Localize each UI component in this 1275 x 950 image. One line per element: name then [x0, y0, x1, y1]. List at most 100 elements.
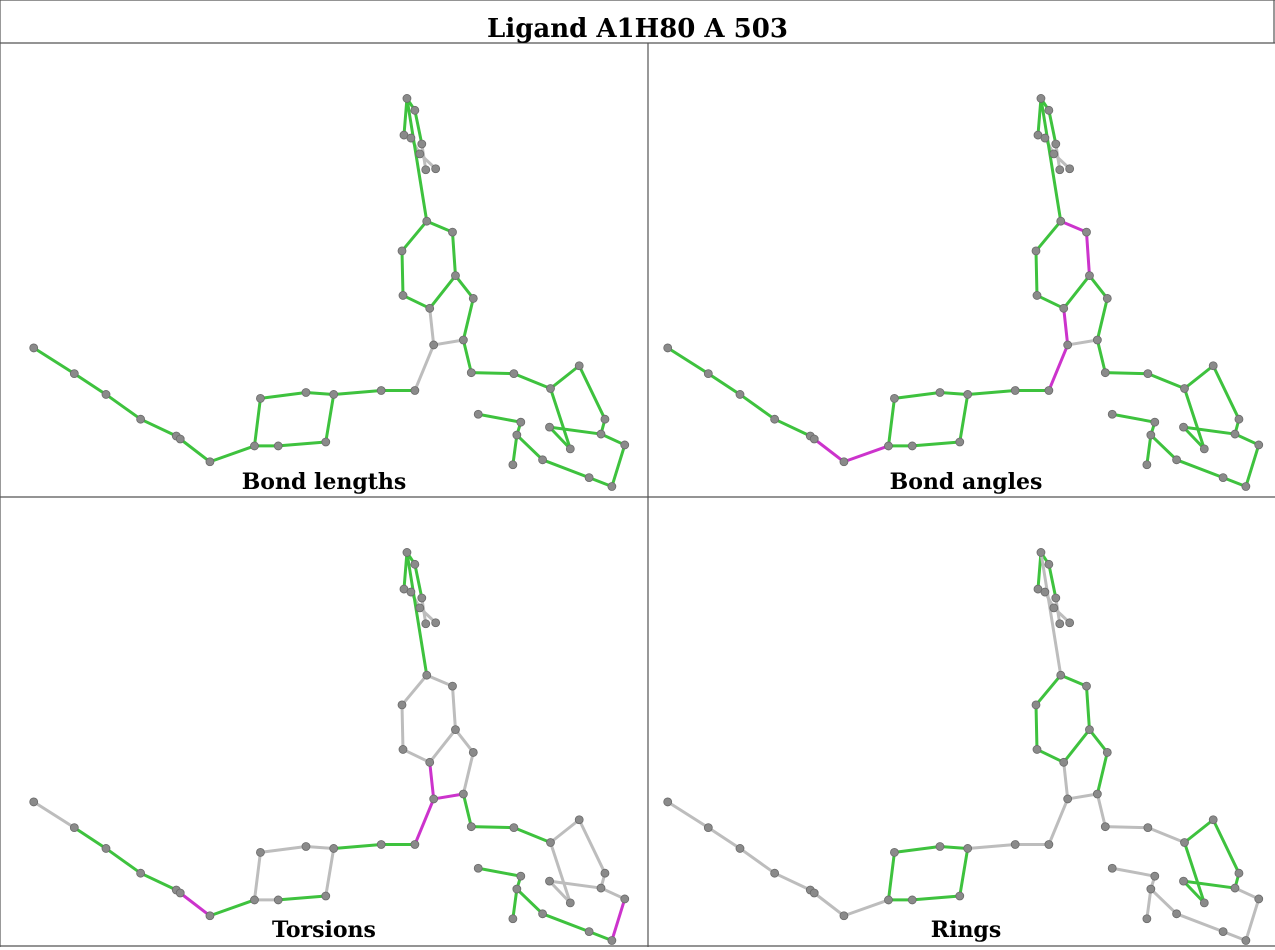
bond — [432, 792, 465, 801]
atom — [1036, 548, 1046, 557]
bond — [32, 346, 76, 376]
atom — [69, 369, 79, 379]
atom — [1199, 898, 1209, 908]
atom — [1100, 368, 1110, 378]
bond — [541, 458, 591, 480]
bond — [324, 846, 336, 898]
bond — [1110, 412, 1157, 424]
atom — [1082, 681, 1091, 691]
atom — [301, 388, 311, 397]
bond-group — [666, 96, 1261, 489]
atom — [1032, 745, 1042, 754]
atom — [935, 842, 945, 851]
atom — [1010, 386, 1020, 395]
bond — [405, 550, 429, 677]
atom — [735, 844, 745, 853]
atom — [703, 823, 713, 833]
atom — [29, 797, 39, 807]
bond — [258, 390, 308, 400]
atom — [607, 936, 617, 945]
bond — [966, 842, 1017, 850]
bond — [461, 750, 475, 796]
bond — [252, 850, 262, 902]
bond — [304, 390, 336, 396]
atom — [458, 789, 468, 799]
atom — [546, 384, 555, 393]
atom — [101, 844, 111, 853]
atom — [417, 593, 427, 603]
bond — [332, 388, 383, 396]
bond — [1047, 108, 1058, 146]
bond — [1211, 364, 1241, 421]
atom — [406, 133, 416, 143]
bond — [910, 894, 962, 902]
bond — [1244, 443, 1261, 489]
bond-group — [32, 96, 627, 489]
bond — [139, 417, 178, 438]
bond — [453, 728, 475, 754]
atom — [410, 105, 420, 115]
atom — [809, 434, 819, 444]
bond — [1183, 841, 1206, 905]
atom — [429, 340, 439, 350]
bond — [842, 898, 890, 918]
atom — [421, 165, 431, 175]
bond — [139, 871, 178, 892]
atom — [509, 823, 519, 833]
bond — [610, 443, 627, 489]
atom — [1092, 789, 1102, 799]
bond — [515, 433, 545, 462]
atom — [1230, 883, 1240, 893]
atom — [422, 216, 432, 226]
bond — [577, 364, 607, 421]
atom — [1208, 361, 1218, 371]
bond — [276, 894, 328, 902]
atom — [1063, 340, 1073, 350]
bond — [324, 392, 336, 444]
atom — [329, 390, 339, 399]
bond — [461, 792, 473, 829]
atom — [417, 139, 427, 149]
bond-group — [666, 550, 1261, 943]
atom — [329, 844, 339, 853]
bond — [1183, 364, 1215, 391]
atom — [402, 548, 412, 557]
atom — [301, 842, 311, 851]
bond — [1095, 792, 1107, 829]
atom — [620, 894, 630, 904]
bond — [1062, 274, 1091, 310]
atom — [1142, 460, 1152, 470]
atom — [1031, 700, 1041, 710]
bond — [958, 846, 970, 898]
bond — [773, 871, 812, 892]
bond — [548, 425, 603, 436]
atom — [1143, 823, 1153, 833]
bond — [1146, 372, 1186, 391]
atom — [1208, 815, 1218, 825]
atom — [907, 895, 917, 905]
atom — [1036, 94, 1046, 103]
atom — [1179, 422, 1188, 432]
atom — [1150, 417, 1160, 427]
bond — [1145, 887, 1153, 921]
atom — [250, 441, 259, 451]
atom — [473, 863, 483, 873]
atom — [415, 603, 425, 613]
atom — [663, 797, 673, 807]
bond — [413, 343, 436, 392]
atom — [421, 619, 431, 629]
atom — [596, 883, 606, 893]
bond — [1175, 458, 1225, 480]
bond — [72, 826, 108, 850]
bond — [1183, 387, 1206, 451]
atom — [458, 335, 468, 345]
bond — [413, 562, 424, 600]
panel-rings — [663, 548, 1264, 945]
bond — [1059, 219, 1088, 234]
atom — [955, 437, 965, 447]
atom — [256, 848, 265, 857]
atom — [273, 895, 283, 905]
atom — [1040, 133, 1050, 143]
bond — [476, 866, 523, 878]
bond — [332, 842, 383, 850]
